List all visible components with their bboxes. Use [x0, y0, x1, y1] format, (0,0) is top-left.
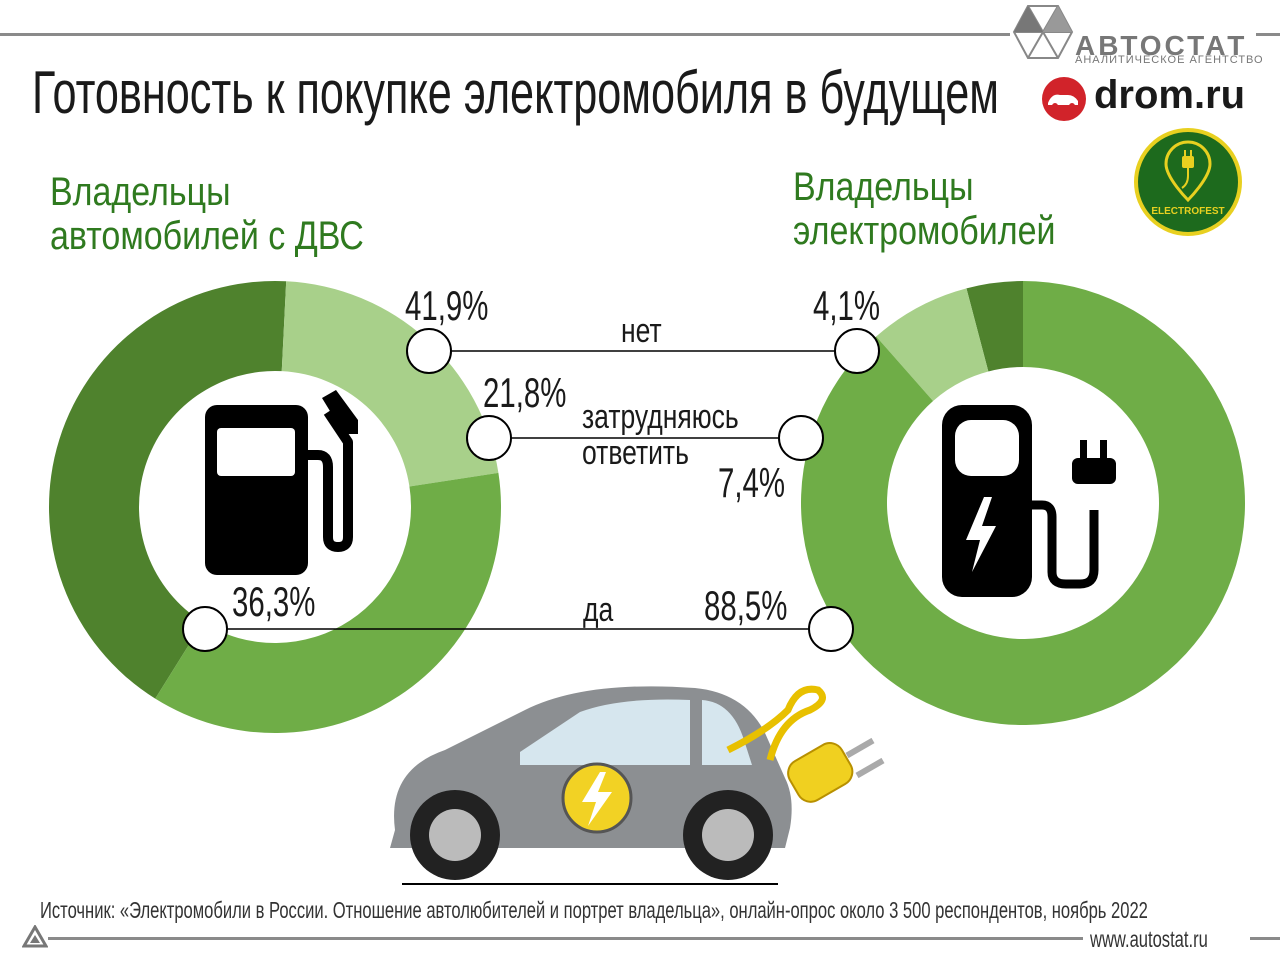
donut-ice-owners: [49, 281, 501, 733]
marker-ev-no: [834, 328, 880, 374]
marker-ice-yes: [182, 606, 228, 652]
autostat-logo-text: АВТОСТАТ: [1075, 30, 1248, 61]
page-title: Готовность к покупке электромобиля в буд…: [32, 59, 1000, 126]
ev-slice-hard: [876, 288, 989, 401]
marker-ev-hard: [778, 415, 824, 461]
ice-slice-yes: [155, 472, 501, 733]
electrofest-logo: ELECTROFEST: [1134, 128, 1242, 236]
category-label-no: нет: [621, 312, 662, 350]
bottom-rule-right: [1250, 937, 1280, 940]
autostat-triangle-icon: [22, 925, 48, 948]
value-label-ev-hard: 7,4%: [718, 459, 786, 506]
value-label-ice-no: 41,9%: [405, 282, 489, 329]
marker-ev-yes: [808, 606, 854, 652]
ev-owners-title: Владельцы электромобилей: [793, 165, 1056, 253]
source-note: Источник: «Электромобили в России. Отнош…: [40, 897, 1148, 923]
ev-slice-yes: [801, 281, 1246, 725]
category-label-yes: да: [583, 591, 614, 629]
autostat-logo-icon: [1012, 5, 1074, 59]
fuel-pump-icon: [205, 390, 358, 575]
marker-ice-no: [406, 328, 452, 374]
website-link[interactable]: www.autostat.ru: [1090, 926, 1208, 952]
marker-ice-hard: [466, 415, 512, 461]
top-rule-right: [1256, 33, 1280, 36]
value-label-ice-yes: 36,3%: [232, 578, 316, 625]
drom-logo-icon: [1042, 77, 1086, 121]
ice-owners-title: Владельцы автомобилей с ДВС: [50, 170, 364, 258]
value-label-ev-no: 4,1%: [813, 282, 881, 329]
electrofest-text: ELECTROFEST: [1151, 206, 1224, 217]
drom-logo-text: drom.ru: [1094, 73, 1246, 117]
charging-station-icon: [942, 405, 1116, 597]
ice-slice-hard: [281, 281, 499, 487]
top-rule: [0, 33, 1010, 36]
category-label-hard: затрудняюсь ответить: [582, 398, 739, 472]
ev-slice-no: [966, 281, 1023, 372]
donut-ev-owners: [801, 281, 1246, 725]
value-label-ev-yes: 88,5%: [704, 582, 788, 629]
autostat-logo-subtitle: АНАЛИТИЧЕСКОЕ АГЕНТСТВО: [1075, 54, 1264, 66]
value-label-ice-hard: 21,8%: [483, 369, 567, 416]
bottom-rule: [48, 937, 1083, 940]
electric-car-illustration: [390, 685, 885, 885]
ice-slice-no: [49, 281, 287, 699]
